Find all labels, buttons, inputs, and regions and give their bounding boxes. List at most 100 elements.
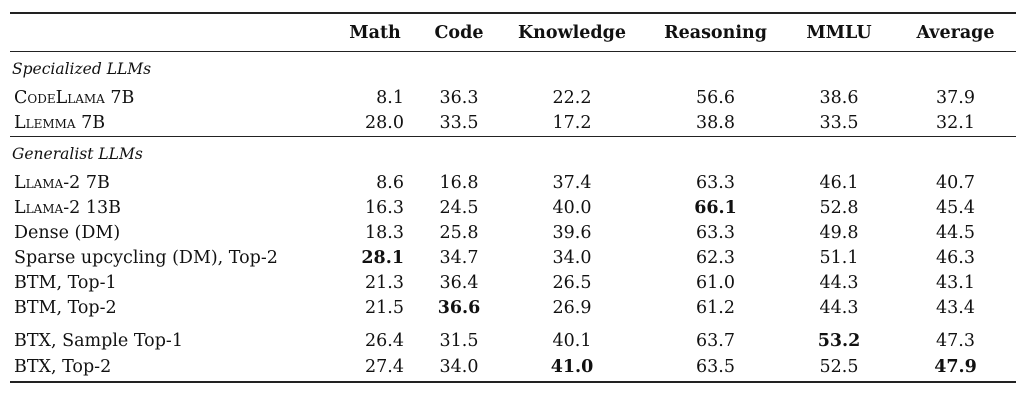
cell-reasoning: 61.0: [696, 273, 735, 293]
cell-code: 34.0: [422, 354, 496, 383]
cell-knowledge: 40.1: [552, 331, 592, 351]
header-model: [10, 12, 328, 52]
model-name: CodeLlama 7B: [14, 88, 135, 108]
cell-code: 16.8: [439, 173, 479, 193]
model-name: Llama-2 7B: [14, 173, 110, 193]
cell-code: 34.7: [439, 248, 479, 268]
cell-average: 43.1: [936, 273, 975, 293]
cell-mmlu: 33.5: [819, 113, 859, 133]
cell-mmlu: 38.6: [819, 88, 859, 108]
cell-math-best: 28.1: [328, 246, 422, 271]
cell-math: 26.4: [365, 331, 404, 351]
table-row: Dense (DM) 18.3 25.8 39.6 63.3 49.8 44.5: [10, 221, 1016, 246]
cell-code: 24.5: [439, 198, 479, 218]
cell-average: 44.5: [936, 223, 975, 243]
best-value: 53.2: [817, 331, 861, 351]
best-value: 66.1: [694, 198, 737, 218]
cell-average-best: 47.9: [895, 354, 1016, 383]
cell-reasoning: 61.2: [696, 298, 735, 318]
model-name: Sparse upcycling (DM), Top-2: [14, 248, 278, 268]
model-name: Llama-2 13B: [14, 198, 121, 218]
table-row: CodeLlama 7B 8.1 36.3 22.2 56.6 38.6 37.…: [10, 86, 1016, 111]
cell-knowledge: 26.5: [552, 273, 592, 293]
cell-mmlu: 52.8: [819, 198, 859, 218]
table-row: BTM, Top-2 21.5 36.6 26.9 61.2 44.3 43.4: [10, 296, 1016, 321]
header-average: Average: [895, 12, 1016, 52]
cell-reasoning: 63.7: [696, 331, 735, 351]
model-name: BTX, Sample Top-1: [14, 331, 183, 351]
cell-math: 21.3: [365, 273, 404, 293]
cell-code: 36.3: [439, 88, 479, 108]
cell-math: 8.1: [376, 88, 404, 108]
cell-knowledge: 34.0: [552, 248, 592, 268]
cell-math: 28.0: [365, 113, 404, 133]
cell-knowledge: 26.9: [552, 298, 592, 318]
cell-knowledge-best: 41.0: [496, 354, 648, 383]
header-math: Math: [328, 12, 422, 52]
table-row: BTM, Top-1 21.3 36.4 26.5 61.0 44.3 43.1: [10, 271, 1016, 296]
cell-code: 33.5: [439, 113, 479, 133]
cell-knowledge: 39.6: [552, 223, 592, 243]
cell-reasoning: 62.3: [696, 248, 735, 268]
group-header-row: Generalist LLMs: [10, 136, 1016, 171]
model-name: BTM, Top-1: [14, 273, 117, 293]
model-name: BTM, Top-2: [14, 298, 117, 318]
cell-mmlu: 44.3: [819, 273, 859, 293]
table-row: Llama-2 13B 16.3 24.5 40.0 66.1 52.8 45.…: [10, 196, 1016, 221]
header-knowledge: Knowledge: [496, 12, 648, 52]
cell-code-best: 36.6: [422, 296, 496, 321]
best-value: 41.0: [550, 357, 594, 377]
header-mmlu: MMLU: [783, 12, 895, 52]
cell-math: 16.3: [365, 198, 404, 218]
cell-reasoning: 56.6: [696, 88, 735, 108]
header-reasoning: Reasoning: [648, 12, 783, 52]
cell-knowledge: 40.0: [552, 198, 592, 218]
cell-knowledge: 17.2: [552, 113, 592, 133]
cell-mmlu: 49.8: [819, 223, 859, 243]
cell-average: 46.3: [936, 248, 975, 268]
cell-mmlu: 44.3: [819, 298, 859, 318]
best-value: 28.1: [361, 248, 404, 268]
cell-average: 47.3: [936, 331, 975, 351]
group-header-row: Specialized LLMs: [10, 52, 1016, 87]
cell-average: 32.1: [936, 113, 975, 133]
cell-code: 25.8: [439, 223, 479, 243]
cell-math: 18.3: [365, 223, 404, 243]
cell-average: 40.7: [936, 173, 975, 193]
best-value: 36.6: [437, 298, 481, 318]
results-table: Math Code Knowledge Reasoning MMLU Avera…: [10, 12, 1016, 383]
cell-mmlu-best: 53.2: [783, 321, 895, 354]
model-name: Dense (DM): [14, 223, 121, 243]
cell-reasoning: 63.3: [696, 223, 735, 243]
cell-code: 36.4: [439, 273, 479, 293]
table-row: Llama-2 7B 8.6 16.8 37.4 63.3 46.1 40.7: [10, 171, 1016, 196]
model-name: BTX, Top-2: [10, 354, 328, 383]
best-value: 47.9: [934, 357, 977, 377]
cell-average: 37.9: [936, 88, 975, 108]
cell-reasoning: 63.5: [648, 354, 783, 383]
table-row: BTX, Sample Top-1 26.4 31.5 40.1 63.7 53…: [10, 321, 1016, 354]
cell-mmlu: 52.5: [783, 354, 895, 383]
cell-mmlu: 46.1: [819, 173, 859, 193]
header-code: Code: [422, 12, 496, 52]
model-name: Llemma 7B: [14, 113, 106, 133]
group-title-specialized: Specialized LLMs: [12, 60, 152, 78]
cell-average: 43.4: [936, 298, 975, 318]
group-title-generalist: Generalist LLMs: [10, 136, 1016, 171]
cell-math: 8.6: [376, 173, 404, 193]
cell-code: 31.5: [439, 331, 479, 351]
cell-mmlu: 51.1: [819, 248, 859, 268]
cell-math: 27.4: [328, 354, 422, 383]
cell-knowledge: 37.4: [552, 173, 592, 193]
table-row: Sparse upcycling (DM), Top-2 28.1 34.7 3…: [10, 246, 1016, 271]
cell-reasoning: 63.3: [696, 173, 735, 193]
header-row: Math Code Knowledge Reasoning MMLU Avera…: [10, 12, 1016, 52]
cell-average: 45.4: [936, 198, 975, 218]
cell-reasoning-best: 66.1: [648, 196, 783, 221]
table-row: Llemma 7B 28.0 33.5 17.2 38.8 33.5 32.1: [10, 111, 1016, 137]
cell-reasoning: 38.8: [696, 113, 735, 133]
cell-knowledge: 22.2: [552, 88, 592, 108]
cell-math: 21.5: [365, 298, 404, 318]
table-row: BTX, Top-2 27.4 34.0 41.0 63.5 52.5 47.9: [10, 354, 1016, 383]
